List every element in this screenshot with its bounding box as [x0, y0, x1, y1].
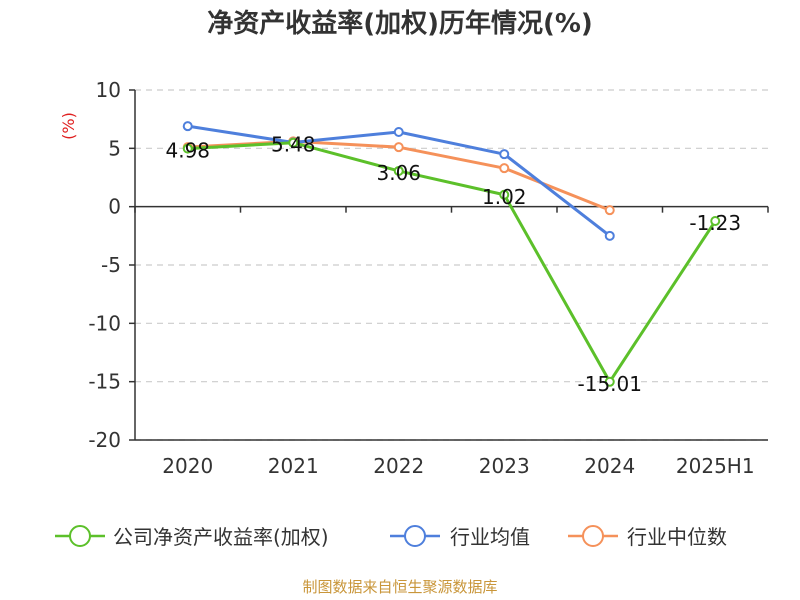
series-point [499, 189, 510, 200]
data-label: 4.98 [165, 139, 210, 163]
y-tick-label: 10 [96, 78, 121, 102]
legend-label: 公司净资产收益率(加权) [113, 525, 329, 549]
x-tick-label: 2025H1 [676, 454, 755, 478]
series-line [187, 141, 717, 384]
y-tick-label: 0 [108, 195, 121, 219]
x-tick-label: 2023 [479, 454, 530, 478]
data-labels: 4.98 5.48 3.06 1.02 -15.01 -1.23 [165, 133, 741, 396]
data-label: 1.02 [482, 185, 527, 209]
series-point [393, 165, 404, 176]
source-note: 制图数据来自恒生聚源数据库 [302, 578, 497, 596]
series-point [499, 163, 510, 174]
series-point [393, 127, 404, 137]
data-label: 3.06 [376, 161, 421, 185]
series-point [182, 143, 193, 154]
series-point [604, 230, 615, 241]
x-tick-label: 2022 [373, 454, 424, 478]
series-point [499, 149, 510, 160]
x-tick-label: 2021 [268, 454, 319, 478]
y-tick-label: 5 [108, 136, 121, 160]
y-tick-label: -20 [88, 428, 121, 452]
data-label: -1.23 [689, 211, 741, 235]
series-lines [182, 121, 721, 387]
legend: 公司净资产收益率(加权) 行业均值 行业中位数 [55, 525, 727, 549]
series-point [710, 216, 721, 227]
legend-marker [582, 525, 604, 547]
series-point [604, 376, 615, 387]
legend-marker [69, 525, 91, 547]
x-tick-label: 2020 [162, 454, 213, 478]
data-label: 5.48 [271, 133, 316, 157]
axes: 10 5 0 -5 -10 -15 -20 2020 2021 2022 2023 2024 2025H… [88, 78, 769, 478]
y-tick-label: -5 [101, 253, 121, 277]
x-tick-label: 2024 [584, 454, 635, 478]
series-point [182, 121, 193, 132]
legend-marker [404, 525, 426, 547]
legend-label: 行业中位数 [627, 525, 727, 549]
y-axis-unit-label: (%) [59, 112, 78, 140]
series-point [604, 205, 615, 216]
data-label: -15.01 [578, 372, 642, 396]
series-point [393, 142, 404, 153]
y-tick-label: -15 [88, 370, 121, 394]
series-point [288, 137, 299, 148]
legend-label: 行业均值 [450, 525, 530, 549]
y-tick-label: -10 [88, 311, 121, 335]
chart-title: 净资产收益率(加权)历年情况(%) [207, 8, 593, 39]
